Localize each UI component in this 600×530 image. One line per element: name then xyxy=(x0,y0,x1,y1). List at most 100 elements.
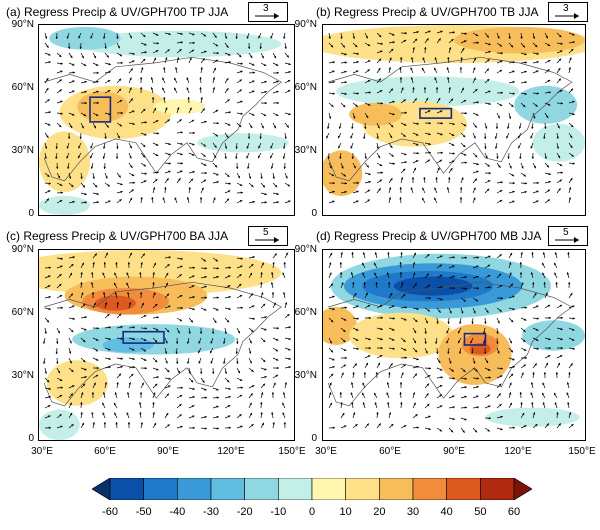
wind-vector-head xyxy=(213,67,216,71)
wind-vector-head xyxy=(548,172,551,176)
wind-vector-head xyxy=(107,80,111,83)
wind-vector-head xyxy=(129,87,132,90)
wind-vector-head xyxy=(495,146,498,149)
wind-vector-head xyxy=(423,177,426,180)
wind-vector-head xyxy=(216,296,219,299)
wind-vector-head xyxy=(166,293,170,296)
wind-vector-head xyxy=(558,188,561,191)
wind-vector-head xyxy=(156,328,159,331)
wind-vector-head xyxy=(144,366,147,370)
wind-vector-head xyxy=(156,376,159,379)
wind-vector-head xyxy=(330,319,334,323)
wind-vector-head xyxy=(422,67,425,71)
wind-vector-head xyxy=(227,275,231,278)
wind-vector-head xyxy=(108,326,111,329)
wind-vector-head xyxy=(240,100,243,103)
wind-vector-head xyxy=(132,60,135,63)
wind-vector-head xyxy=(82,359,86,363)
wind-vector-head xyxy=(329,402,332,406)
wind-vector-head xyxy=(93,125,96,129)
wind-vector-head xyxy=(351,126,354,129)
colorbar-segment xyxy=(480,477,515,501)
wind-vector-head xyxy=(374,252,378,255)
wind-vector-head xyxy=(139,87,143,90)
wind-vector-head xyxy=(179,395,183,398)
wind-vector-head xyxy=(518,126,522,129)
wind-vector-head xyxy=(392,328,395,331)
colorbar-segment xyxy=(143,477,178,501)
wind-vector-head xyxy=(108,200,111,203)
wind-vector-head xyxy=(414,283,417,286)
wind-vector-head xyxy=(96,80,99,83)
wind-vector-head xyxy=(68,351,72,354)
wind-vector-head xyxy=(165,361,168,364)
wind-vector-head xyxy=(228,182,231,185)
wind-vector-head xyxy=(362,382,365,385)
wind-vector-head xyxy=(512,181,515,185)
wind-vector-head xyxy=(535,338,539,341)
panel-c-xtick-60e: 60°E xyxy=(94,446,116,457)
wind-vector-head xyxy=(275,358,279,361)
wind-vector-head xyxy=(511,173,515,177)
wind-vector-head xyxy=(452,286,455,290)
wind-vector-head xyxy=(130,165,133,168)
colorbar-segment xyxy=(91,477,111,501)
wind-vector-head xyxy=(239,414,242,417)
wind-vector-head xyxy=(43,361,46,364)
wind-vector-head xyxy=(403,364,406,367)
wind-vector-head xyxy=(129,77,132,80)
wind-vector-head xyxy=(426,403,430,407)
precip-anomaly-shading xyxy=(197,133,289,153)
wind-vector-head xyxy=(548,103,551,106)
wind-vector-head xyxy=(532,282,535,285)
wind-vector-head xyxy=(104,302,108,305)
wind-vector-head xyxy=(270,146,273,149)
colorbar-tick-label: 50 xyxy=(474,506,487,518)
wind-vector-head xyxy=(273,382,276,386)
wind-vector-head xyxy=(378,58,382,62)
wind-vector-head xyxy=(118,78,122,82)
wind-vector-head xyxy=(570,88,573,91)
wind-vector-head xyxy=(96,101,99,105)
wind-vector-head xyxy=(356,347,359,350)
wind-vector-head xyxy=(474,125,477,128)
wind-vector-head xyxy=(438,310,441,313)
wind-vector-head xyxy=(120,365,123,369)
wind-vector-head xyxy=(261,422,264,426)
wind-vector-head xyxy=(352,36,356,39)
precip-anomaly-shading xyxy=(323,307,358,345)
wind-vector-head xyxy=(227,123,231,126)
wind-vector-head xyxy=(48,307,51,311)
wind-vector-head xyxy=(547,43,551,46)
wind-vector-head xyxy=(426,383,430,386)
wind-vector-head xyxy=(569,135,573,139)
wind-vector-head xyxy=(286,125,289,128)
wind-vector-head xyxy=(411,177,415,180)
wind-vector-head xyxy=(401,372,404,375)
wind-vector-head xyxy=(557,155,561,159)
wind-vector-head xyxy=(566,272,570,275)
wind-vector-head xyxy=(103,262,106,265)
wind-vector-head xyxy=(546,115,549,119)
wind-vector-head xyxy=(567,402,570,405)
colorbar-tick-label: -30 xyxy=(203,506,219,518)
wind-vector-head xyxy=(403,134,406,137)
wind-vector-head xyxy=(332,70,335,73)
wind-vector-head xyxy=(47,190,51,193)
wind-vector-head xyxy=(458,330,461,334)
wind-vector-head xyxy=(215,134,218,137)
wind-vector-head xyxy=(524,81,527,84)
wind-vector-head xyxy=(531,252,534,255)
wind-vector-head xyxy=(72,80,75,83)
wind-vector-head xyxy=(476,385,479,389)
wind-vector-head xyxy=(192,387,195,391)
wind-vector-head xyxy=(428,415,431,418)
wind-vector-head xyxy=(542,392,545,396)
wind-vector-head xyxy=(175,351,178,354)
wind-vector-head xyxy=(226,135,229,138)
wind-vector-head xyxy=(104,46,107,49)
wind-vector-head xyxy=(79,46,82,49)
wind-vector-head xyxy=(69,272,72,276)
wind-vector-head xyxy=(413,402,416,406)
wind-vector-head xyxy=(80,176,83,179)
